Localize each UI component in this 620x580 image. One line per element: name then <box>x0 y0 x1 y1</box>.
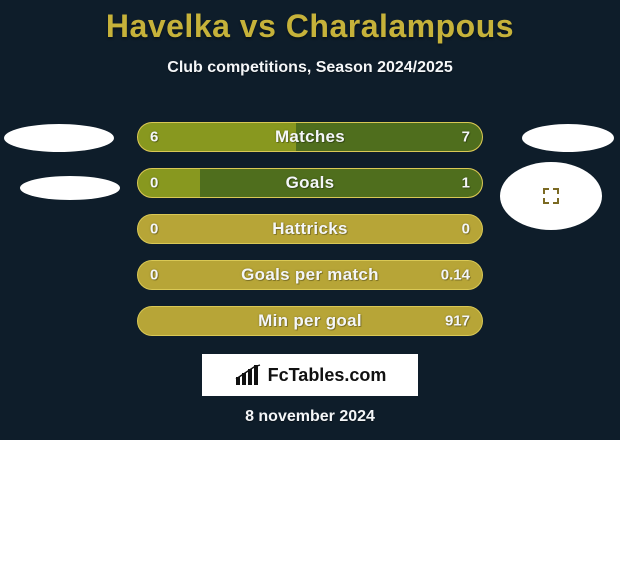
stat-left-value: 0 <box>150 175 158 192</box>
stat-label: Hattricks <box>272 219 347 239</box>
stat-label: Min per goal <box>258 311 362 331</box>
stat-right-fill <box>200 169 482 197</box>
stat-label: Matches <box>275 127 345 147</box>
brand-badge: FcTables.com <box>202 354 418 396</box>
stat-label: Goals <box>286 173 335 193</box>
brand-bars-icon <box>234 363 262 387</box>
stat-right-value: 1 <box>462 175 470 192</box>
stat-right-value: 0.14 <box>441 267 470 284</box>
stat-row: Min per goal 917 <box>137 306 483 336</box>
stat-row: 0 Goals 1 <box>137 168 483 198</box>
stat-left-fill <box>138 123 296 151</box>
missing-image-icon <box>543 188 559 204</box>
stat-row: 0 Goals per match 0.14 <box>137 260 483 290</box>
stat-left-value: 6 <box>150 129 158 146</box>
comparison-card: Havelka vs Charalampous Club competition… <box>0 0 620 440</box>
stat-label: Goals per match <box>241 265 379 285</box>
player-left-photo-2 <box>20 176 120 200</box>
brand-text: FcTables.com <box>268 365 387 386</box>
page-title: Havelka vs Charalampous <box>0 0 620 45</box>
stat-right-value: 0 <box>462 221 470 238</box>
stat-rows: 6 Matches 7 0 Goals 1 0 Hattricks 0 0 Goals per ma… <box>137 122 483 352</box>
subtitle: Club competitions, Season 2024/2025 <box>0 59 620 77</box>
stat-right-value: 917 <box>445 313 470 330</box>
stat-row: 6 Matches 7 <box>137 122 483 152</box>
stat-left-fill <box>138 169 200 197</box>
stat-left-value: 0 <box>150 267 158 284</box>
player-left-photo-1 <box>4 124 114 152</box>
player-right-photo-1 <box>522 124 614 152</box>
date-text: 8 november 2024 <box>0 408 620 426</box>
player-right-photo-2 <box>500 162 602 230</box>
stat-row: 0 Hattricks 0 <box>137 214 483 244</box>
stat-right-value: 7 <box>462 129 470 146</box>
stat-left-value: 0 <box>150 221 158 238</box>
